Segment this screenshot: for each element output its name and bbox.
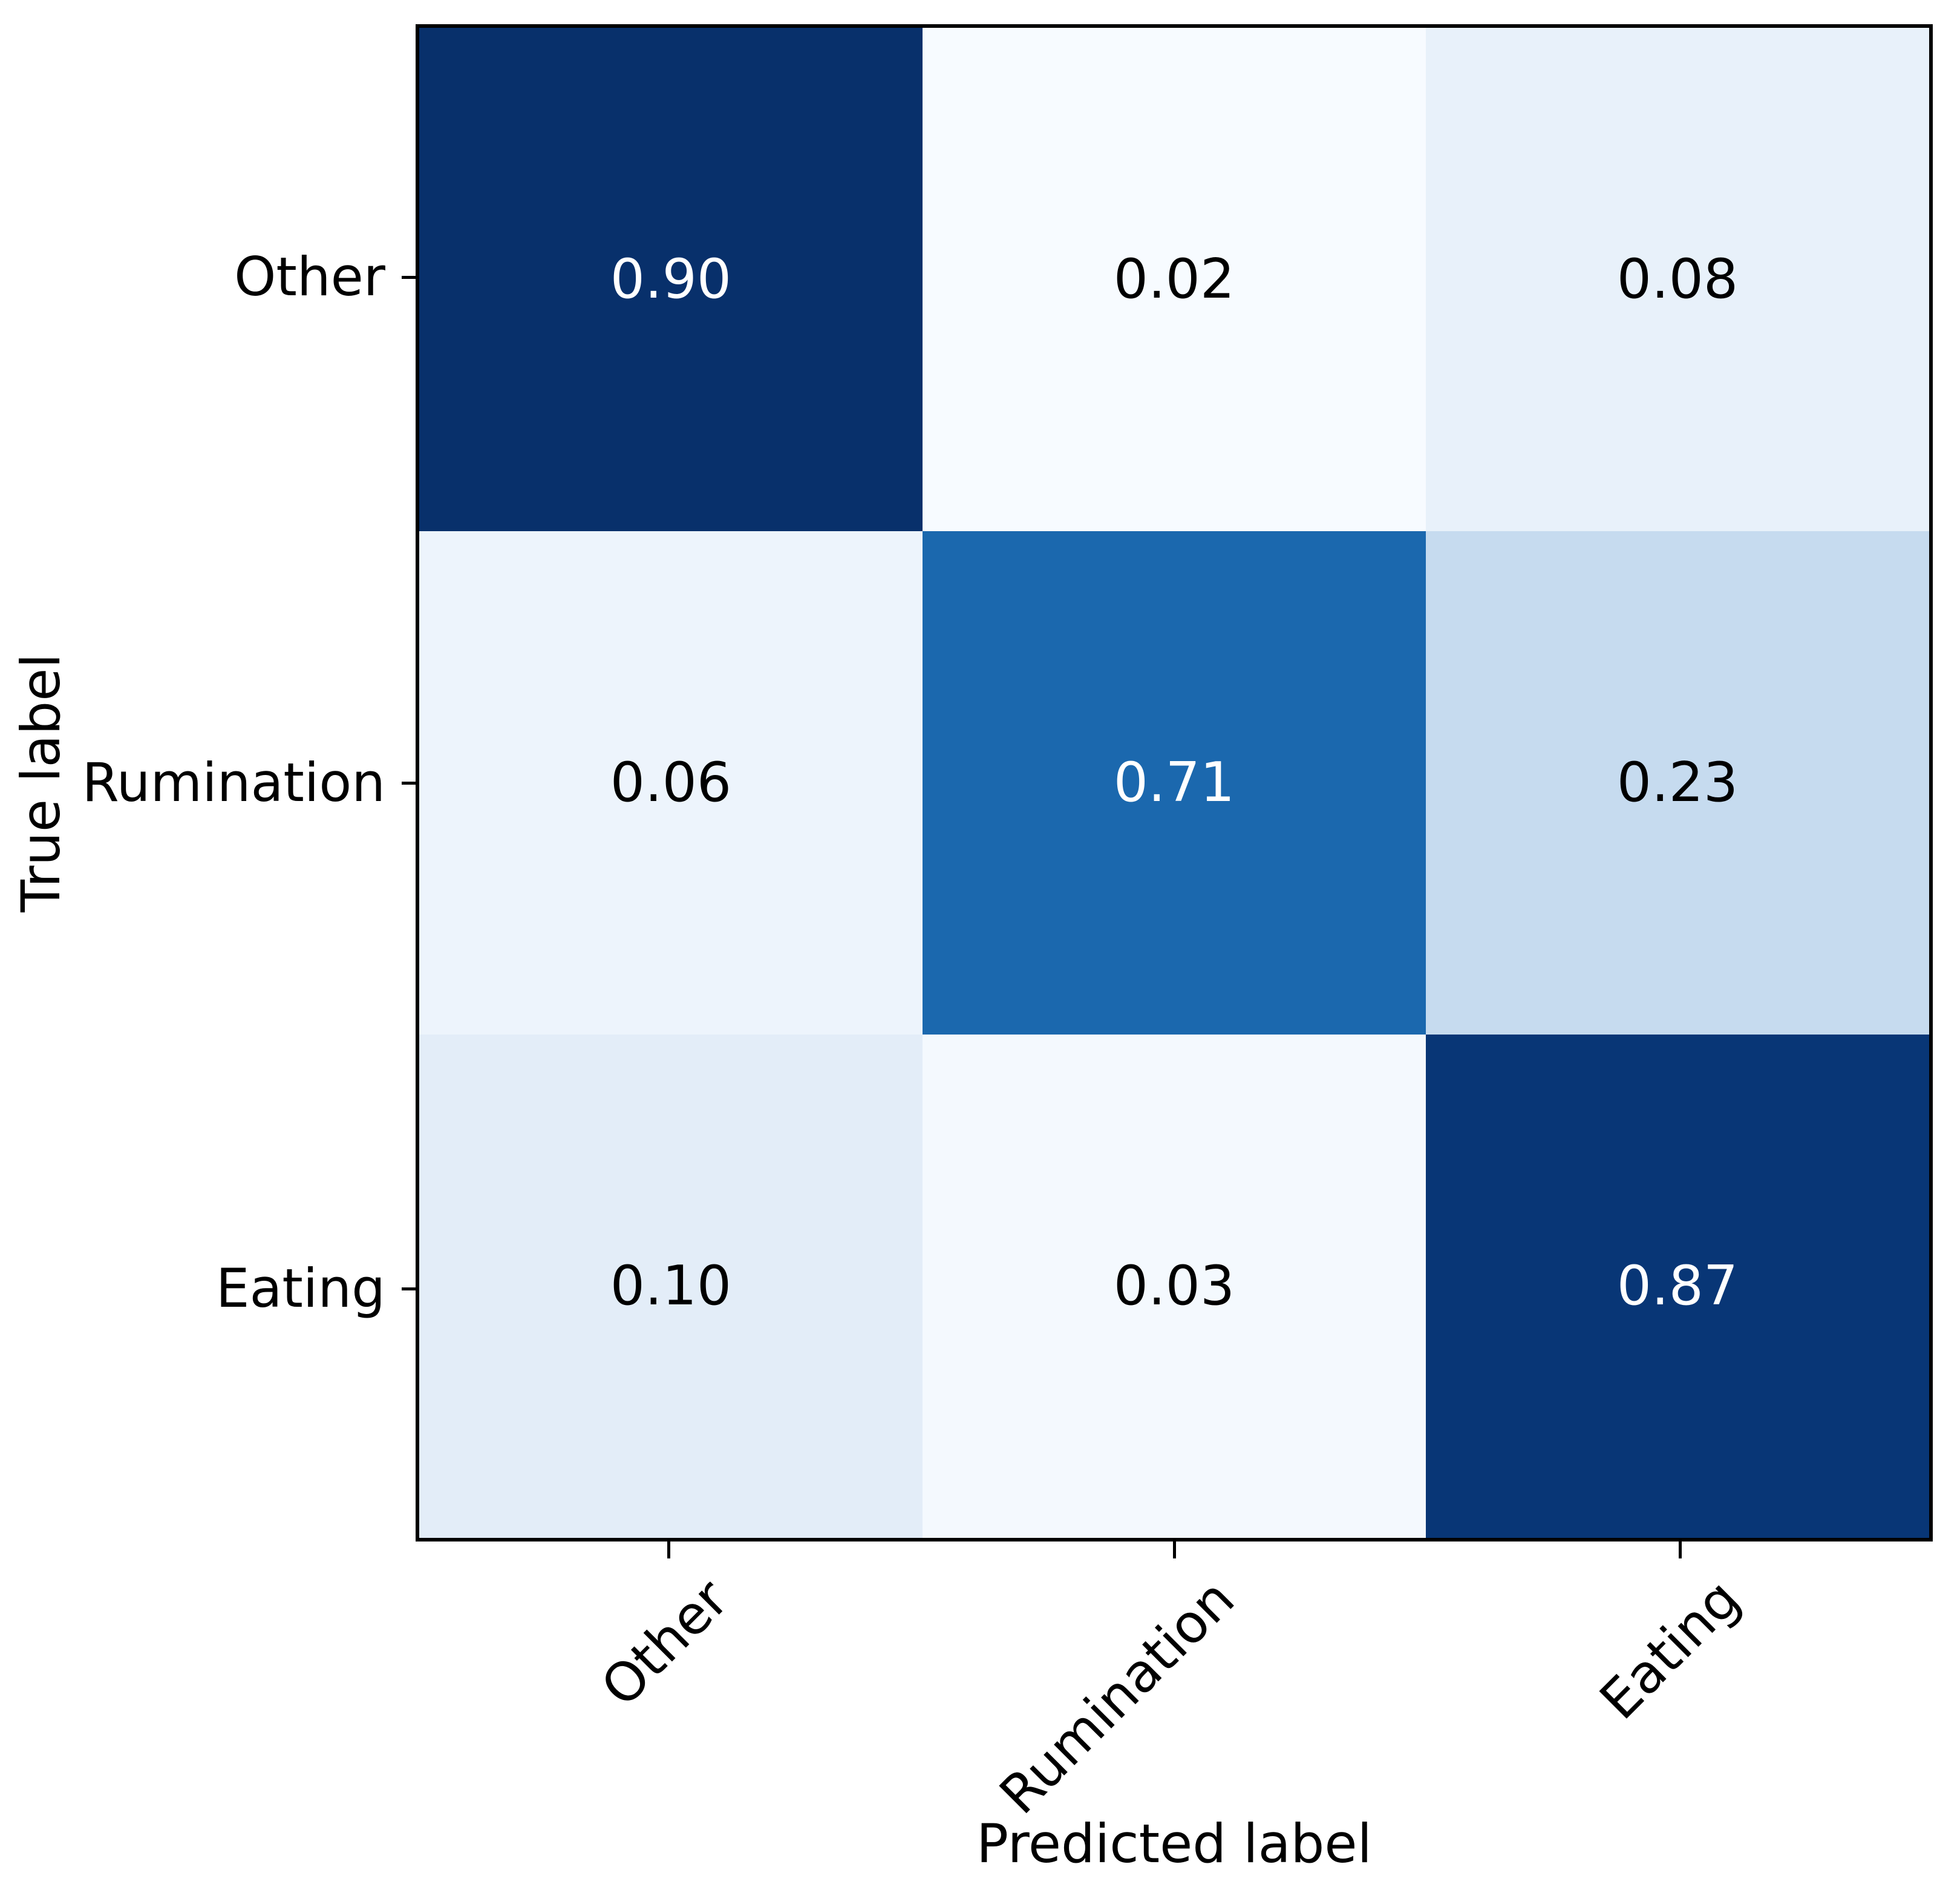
x-tick-label-rumination: Rumination xyxy=(987,1567,1246,1826)
y-tick-mark xyxy=(402,782,416,785)
matrix-cell-r2c0: 0.10 xyxy=(419,1035,923,1538)
y-tick-label-rumination: Rumination xyxy=(82,751,385,814)
x-tick-mark xyxy=(1679,1542,1682,1558)
matrix-cell-r0c2: 0.08 xyxy=(1426,28,1929,531)
cell-value: 0.02 xyxy=(1113,247,1235,311)
cell-value: 0.71 xyxy=(1113,751,1235,814)
y-axis-title: True label xyxy=(10,653,72,912)
y-tick-label-eating: Eating xyxy=(215,1257,385,1319)
cell-value: 0.10 xyxy=(610,1254,732,1318)
y-tick-mark xyxy=(402,276,416,279)
cell-value: 0.06 xyxy=(610,751,732,814)
plot-area: 0.90 0.02 0.08 0.06 0.71 0.23 0.10 0.03 … xyxy=(416,24,1933,1542)
matrix-cell-r1c1: 0.71 xyxy=(923,531,1426,1035)
matrix-cell-r2c2: 0.87 xyxy=(1426,1035,1929,1538)
x-tick-mark xyxy=(1173,1542,1176,1558)
matrix-cell-r1c0: 0.06 xyxy=(419,531,923,1035)
y-tick-mark xyxy=(402,1287,416,1290)
cell-value: 0.87 xyxy=(1616,1254,1739,1318)
x-tick-label-other: Other xyxy=(589,1567,740,1719)
matrix-cell-r1c2: 0.23 xyxy=(1426,531,1929,1035)
cell-value: 0.03 xyxy=(1113,1254,1235,1318)
y-tick-label-other: Other xyxy=(234,246,385,308)
x-tick-label-eating: Eating xyxy=(1587,1567,1752,1731)
matrix-cell-r0c0: 0.90 xyxy=(419,28,923,531)
cell-value: 0.23 xyxy=(1616,751,1739,814)
matrix-cell-r2c1: 0.03 xyxy=(923,1035,1426,1538)
x-tick-mark xyxy=(667,1542,670,1558)
cell-value: 0.90 xyxy=(610,247,732,311)
cell-value: 0.08 xyxy=(1616,247,1739,311)
matrix-cell-r0c1: 0.02 xyxy=(923,28,1426,531)
x-axis-title: Predicted label xyxy=(976,1813,1372,1875)
